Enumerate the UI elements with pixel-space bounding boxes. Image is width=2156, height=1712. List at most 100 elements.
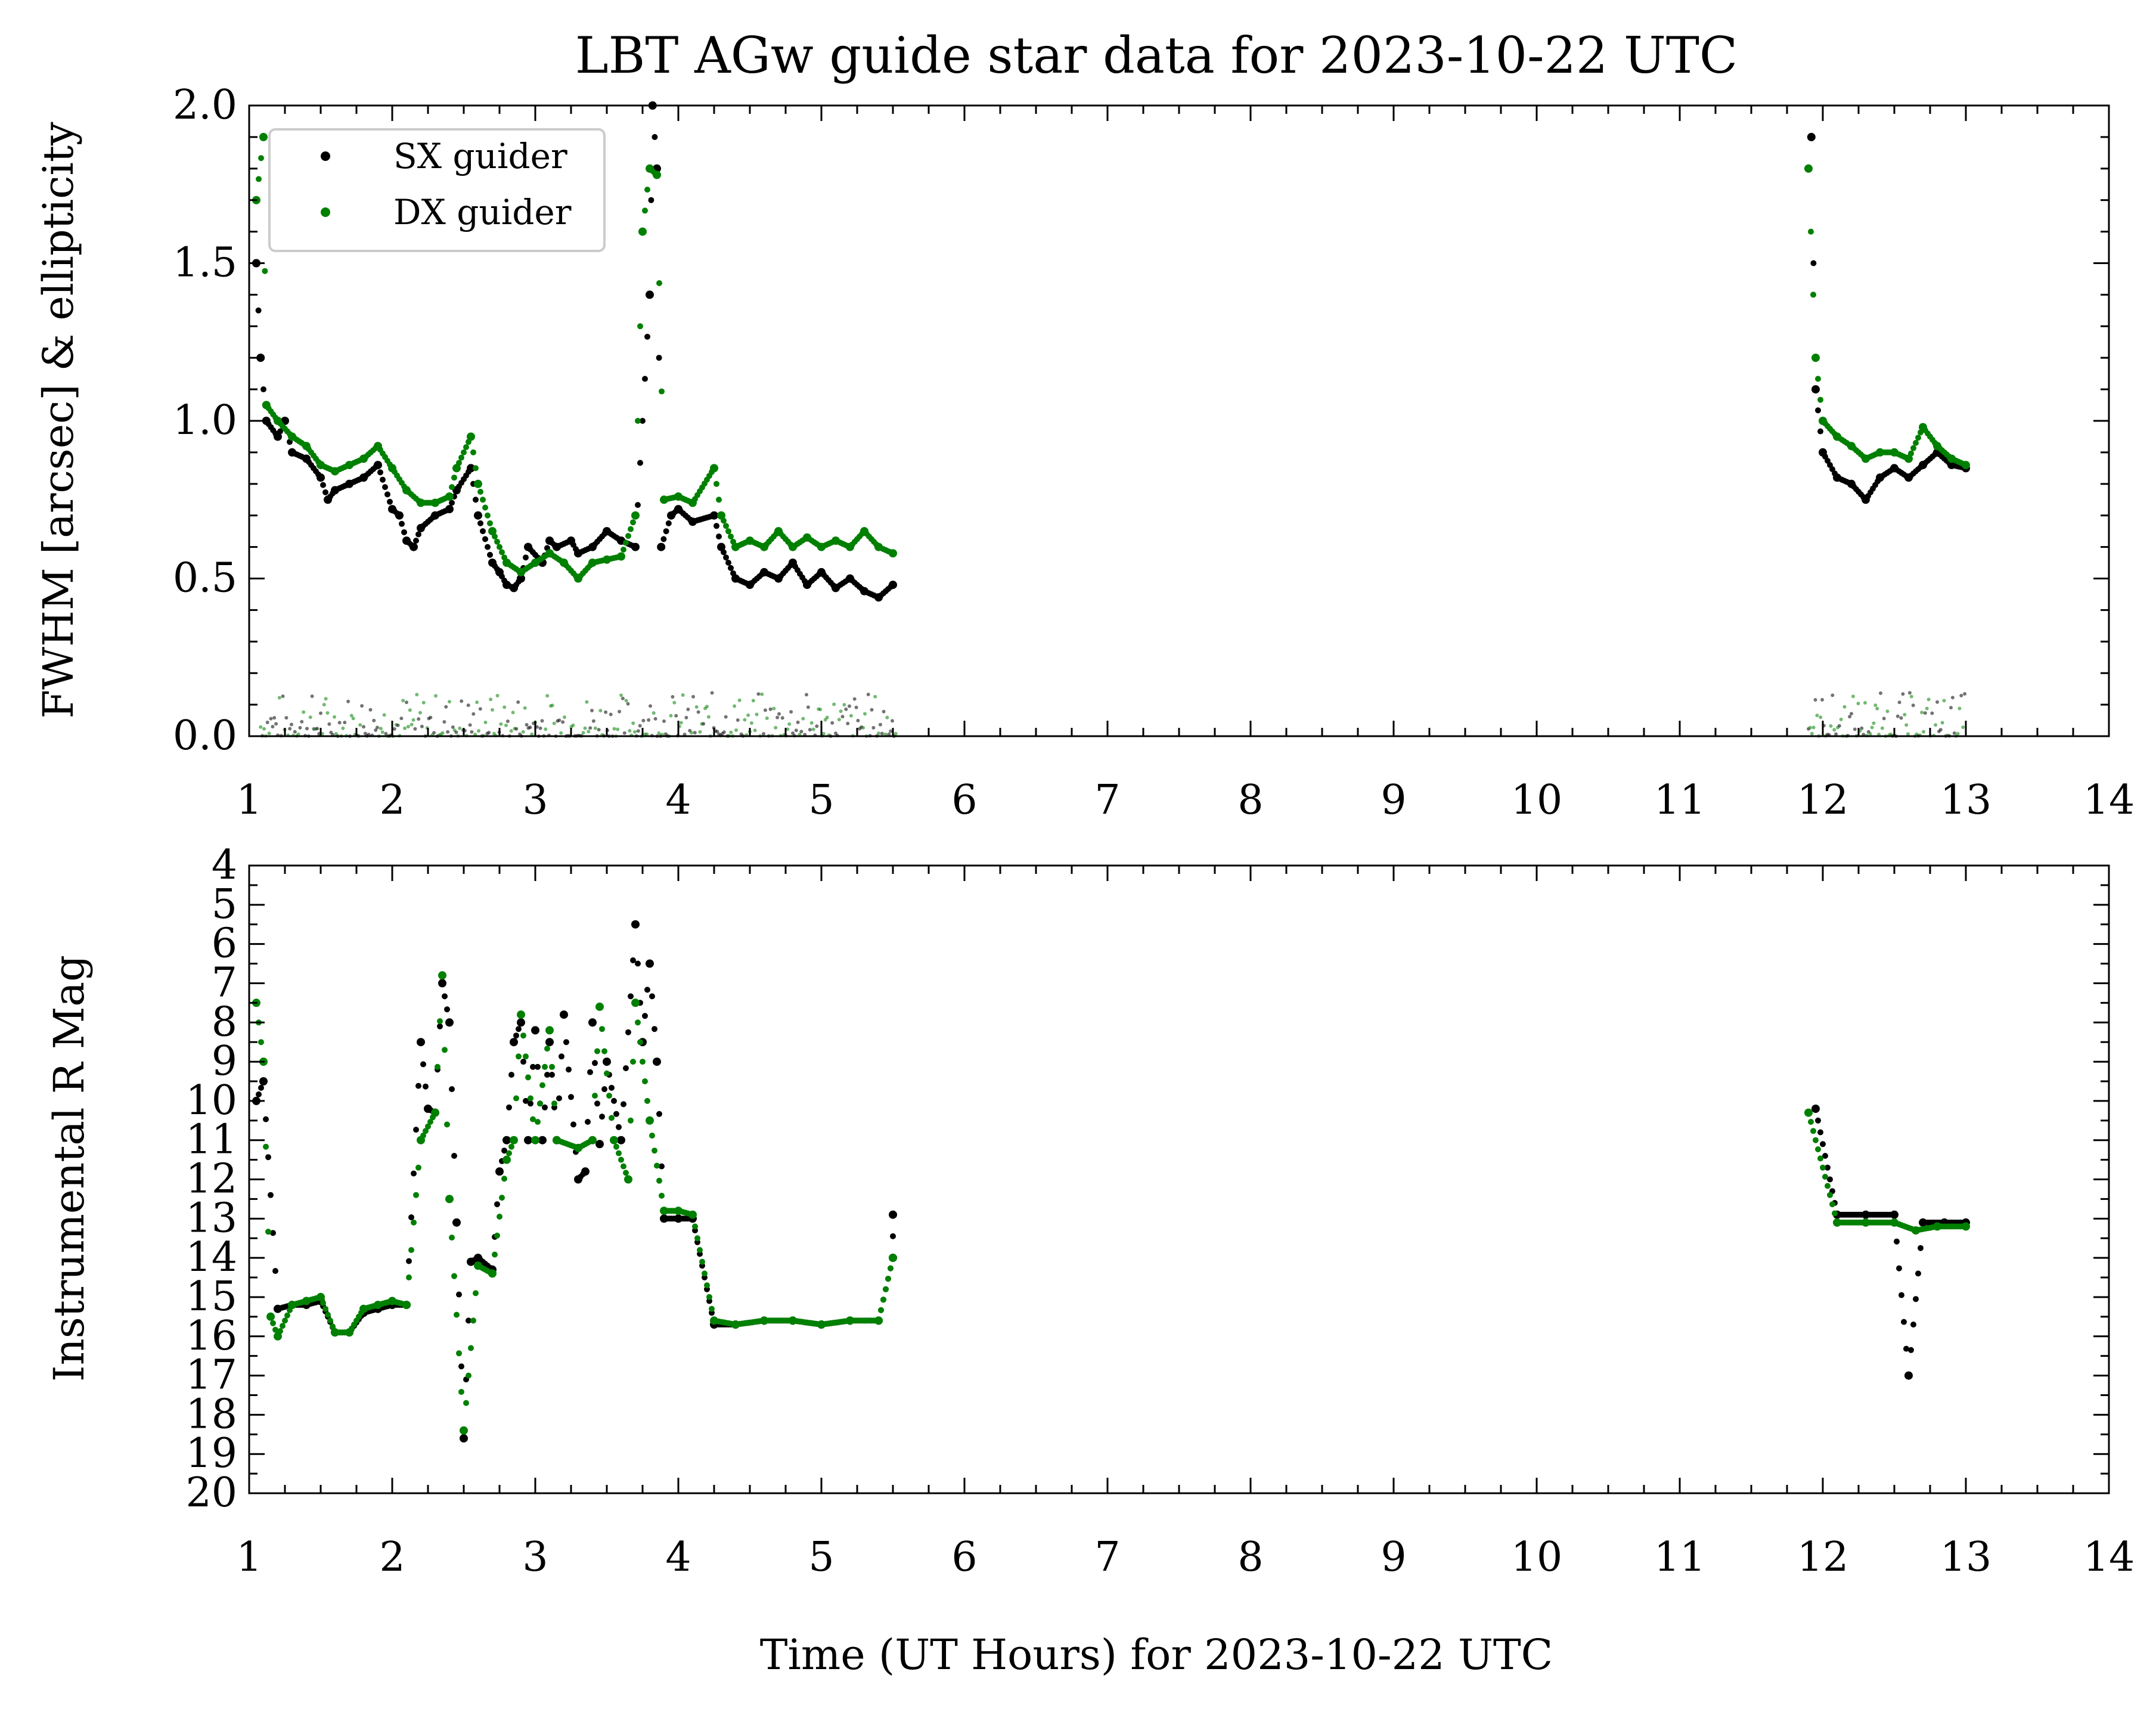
fwhm-point [482,504,488,511]
fwhm-point [646,290,654,299]
fwhm-point [399,520,405,527]
ellipticity-point [657,731,661,735]
fwhm-point [382,484,388,491]
fwhm-point [445,505,454,514]
mag-x-tick-label: 8 [1237,1534,1263,1581]
mag-point [628,993,634,1000]
ellipticity-point [774,725,778,730]
ellipticity-point [854,705,858,709]
mag-point [542,1104,548,1111]
mag-point [523,1097,529,1104]
fwhm-y-tick-label: 1.5 [173,240,237,287]
fwhm-point [374,461,382,470]
ellipticity-point [259,725,263,729]
ellipticity-point [794,728,798,733]
mag-point [1894,1238,1900,1245]
fwhm-point [628,526,634,532]
fwhm-x-tick-label: 6 [951,777,977,824]
fwhm-point [617,552,625,561]
mag-y-tick-label: 12 [185,1156,237,1203]
fwhm-point [474,479,482,488]
ellipticity-point [753,728,757,733]
mag-point [1827,1176,1833,1183]
ellipticity-point [852,697,857,701]
ellipticity-point [751,699,755,703]
mag-point [413,1192,419,1198]
mag-point [528,1100,533,1107]
fwhm-point [445,492,454,501]
mag-point [652,1026,657,1032]
ellipticity-point [337,721,342,725]
ellipticity-point [671,695,675,699]
ellipticity-point [588,726,592,730]
fwhm-y-tick-label: 1.0 [173,397,237,444]
fwhm-point [274,432,282,441]
mag-point [452,1218,461,1227]
fwhm-point [637,460,643,466]
fwhm-point [467,464,475,473]
ellipticity-point [448,700,451,704]
ellipticity-point [786,727,790,731]
ellipticity-point [1909,694,1913,699]
mag-x-tick-label: 1 [236,1534,262,1581]
mag-point [506,1104,512,1111]
ellipticity-point [846,721,850,725]
mag-point [649,993,655,1000]
fwhm-point [1804,164,1813,173]
fwhm-point [656,355,662,361]
mag-point [280,1323,286,1329]
fwhm-point [262,268,268,274]
mag-y-tick-label: 4 [212,842,237,889]
fwhm-point [260,386,266,393]
fwhm-point [467,432,475,441]
mag-point [420,1061,426,1068]
ellipticity-point [618,709,622,714]
mag-point [1827,1192,1833,1198]
mag-point [411,1170,417,1177]
mag-point [456,1350,462,1357]
ellipticity-point [401,699,405,703]
ellipticity-point [544,727,548,731]
fwhm-point [648,197,654,203]
mag-point [510,1136,518,1145]
mag-point [437,1018,443,1025]
mag-point [1804,1108,1813,1117]
fwhm-point [487,551,493,558]
mag-x-tick-label: 10 [1511,1534,1563,1581]
mag-point [644,1097,650,1104]
ellipticity-point [1956,731,1960,736]
mag-point [516,1026,522,1032]
ellipticity-point [749,721,753,725]
fwhm-x-tick-label: 10 [1511,777,1563,824]
fwhm-point [256,353,265,362]
mag-point [616,1150,622,1156]
ellipticity-point [811,727,815,731]
mag-point [322,1305,328,1312]
ellipticity-point [429,715,433,719]
fwhm-y-tick-label: 0.5 [173,555,237,602]
fwhm-point [889,549,897,558]
ellipticity-point [830,721,835,725]
ellipticity-point [440,731,445,735]
fwhm-point [1817,396,1823,403]
fwhm-point [631,542,640,551]
mag-point [327,1317,333,1324]
ellipticity-point [1927,697,1931,702]
fwhm-point [723,523,729,529]
mag-point [444,1121,450,1128]
ellipticity-point [1958,706,1962,711]
ellipticity-point [818,708,823,712]
mag-point [549,1072,555,1078]
fwhm-point [663,528,669,535]
mag-point [317,1292,325,1301]
ellipticity-point [821,731,826,736]
mag-point [1817,1155,1823,1162]
mag-point [644,987,650,993]
ellipticity-point [839,709,843,714]
ellipticity-point [466,703,470,708]
ellipticity-point [272,716,277,720]
ellipticity-point [755,712,759,717]
ellipticity-point [432,731,436,735]
fwhm-point [255,307,262,314]
ellipticity-point [509,729,513,733]
